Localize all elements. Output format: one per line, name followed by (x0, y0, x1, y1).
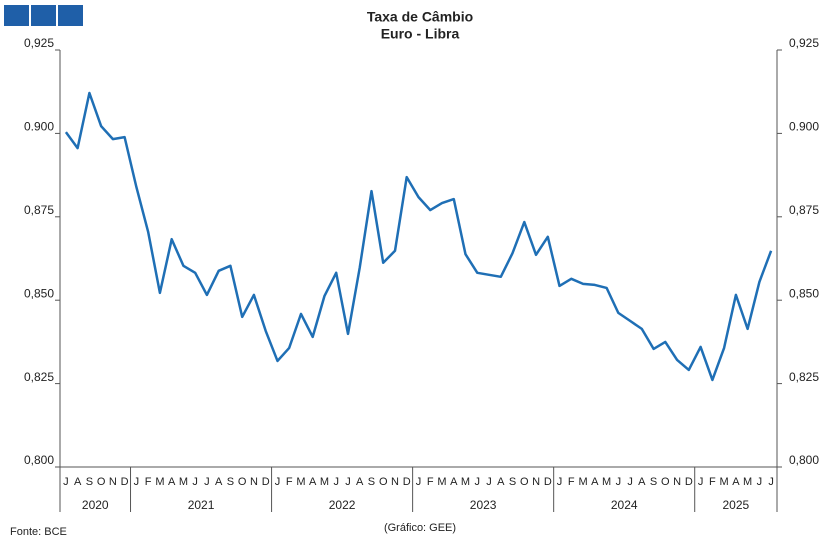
x-tick-label: J (192, 476, 198, 488)
x-tick-label: O (238, 476, 247, 488)
year-label: 2024 (611, 498, 638, 512)
x-tick-label: S (368, 476, 375, 488)
x-tick-label: D (403, 476, 411, 488)
x-tick-label: J (134, 476, 140, 488)
x-tick-label: O (379, 476, 388, 488)
x-tick-label: F (427, 476, 434, 488)
x-tick-label: M (437, 476, 446, 488)
logo-block (58, 5, 83, 26)
credit: (Gráfico: GEE) (384, 522, 456, 534)
x-tick-label: D (544, 476, 552, 488)
x-tick-label: A (356, 476, 364, 488)
x-tick-label: F (568, 476, 575, 488)
y-tick-label: 0,875 (24, 203, 54, 217)
y2-tick-label: 0,825 (789, 370, 819, 384)
x-tick-label: J (63, 476, 69, 488)
y-tick-label: 0,925 (24, 36, 54, 50)
x-tick-label: J (486, 476, 492, 488)
x-tick-label: J (698, 476, 704, 488)
x-tick-label: S (509, 476, 516, 488)
logo-block (4, 5, 29, 26)
x-tick-label: M (155, 476, 164, 488)
y-tick-label: 0,800 (24, 453, 54, 467)
x-tick-label: S (227, 476, 234, 488)
x-tick-label: D (685, 476, 693, 488)
x-tick-label: M (602, 476, 611, 488)
x-tick-label: A (591, 476, 599, 488)
x-tick-label: N (532, 476, 540, 488)
x-tick-label: J (416, 476, 422, 488)
year-label: 2023 (470, 498, 497, 512)
x-tick-label: J (275, 476, 281, 488)
y2-tick-label: 0,800 (789, 453, 819, 467)
x-tick-label: N (391, 476, 399, 488)
x-tick-label: N (250, 476, 258, 488)
x-tick-label: J (616, 476, 622, 488)
x-tick-label: M (578, 476, 587, 488)
y2-tick-label: 0,850 (789, 286, 819, 300)
x-tick-label: O (661, 476, 670, 488)
x-tick-label: O (520, 476, 529, 488)
x-tick-label: A (309, 476, 317, 488)
x-tick-label: J (557, 476, 563, 488)
x-tick-label: M (296, 476, 305, 488)
x-tick-label: D (121, 476, 129, 488)
x-tick-label: N (109, 476, 117, 488)
y2-tick-label: 0.900 (789, 120, 819, 134)
chart-subtitle: Euro - Libra (381, 26, 460, 42)
x-tick-label: F (145, 476, 152, 488)
source: Fonte: BCE (10, 526, 67, 538)
x-tick-label: D (262, 476, 270, 488)
line (64, 91, 773, 382)
x-tick-label: S (650, 476, 657, 488)
year-label: 2020 (82, 498, 109, 512)
x-tick-label: A (450, 476, 458, 488)
x-tick-label: A (497, 476, 505, 488)
x-tick-label: A (168, 476, 176, 488)
x-tick-label: M (743, 476, 752, 488)
year-label: 2022 (329, 498, 356, 512)
x-tick-label: J (204, 476, 210, 488)
x-tick-label: M (320, 476, 329, 488)
x-tick-label: J (757, 476, 763, 488)
year-label: 2025 (723, 498, 750, 512)
chart-title: Taxa de Câmbio (367, 9, 473, 25)
x-tick-label: M (179, 476, 188, 488)
x-tick-label: A (732, 476, 740, 488)
y-tick-label: 0.900 (24, 120, 54, 134)
y-tick-label: 0,825 (24, 370, 54, 384)
y2-tick-label: 0,925 (789, 36, 819, 50)
x-tick-label: S (86, 476, 93, 488)
x-tick-label: J (345, 476, 351, 488)
y-tick-label: 0,850 (24, 286, 54, 300)
x-tick-label: A (215, 476, 223, 488)
x-tick-label: O (97, 476, 106, 488)
logo-block (31, 5, 56, 26)
x-tick-label: M (720, 476, 729, 488)
x-tick-label: A (638, 476, 646, 488)
x-tick-label: A (74, 476, 82, 488)
x-tick-label: J (768, 476, 774, 488)
x-tick-label: J (627, 476, 633, 488)
y2-tick-label: 0,875 (789, 203, 819, 217)
x-tick-label: M (461, 476, 470, 488)
x-tick-label: F (286, 476, 293, 488)
x-tick-label: N (673, 476, 681, 488)
x-tick-label: F (709, 476, 716, 488)
year-label: 2021 (188, 498, 215, 512)
x-tick-label: J (475, 476, 481, 488)
x-tick-label: J (333, 476, 339, 488)
